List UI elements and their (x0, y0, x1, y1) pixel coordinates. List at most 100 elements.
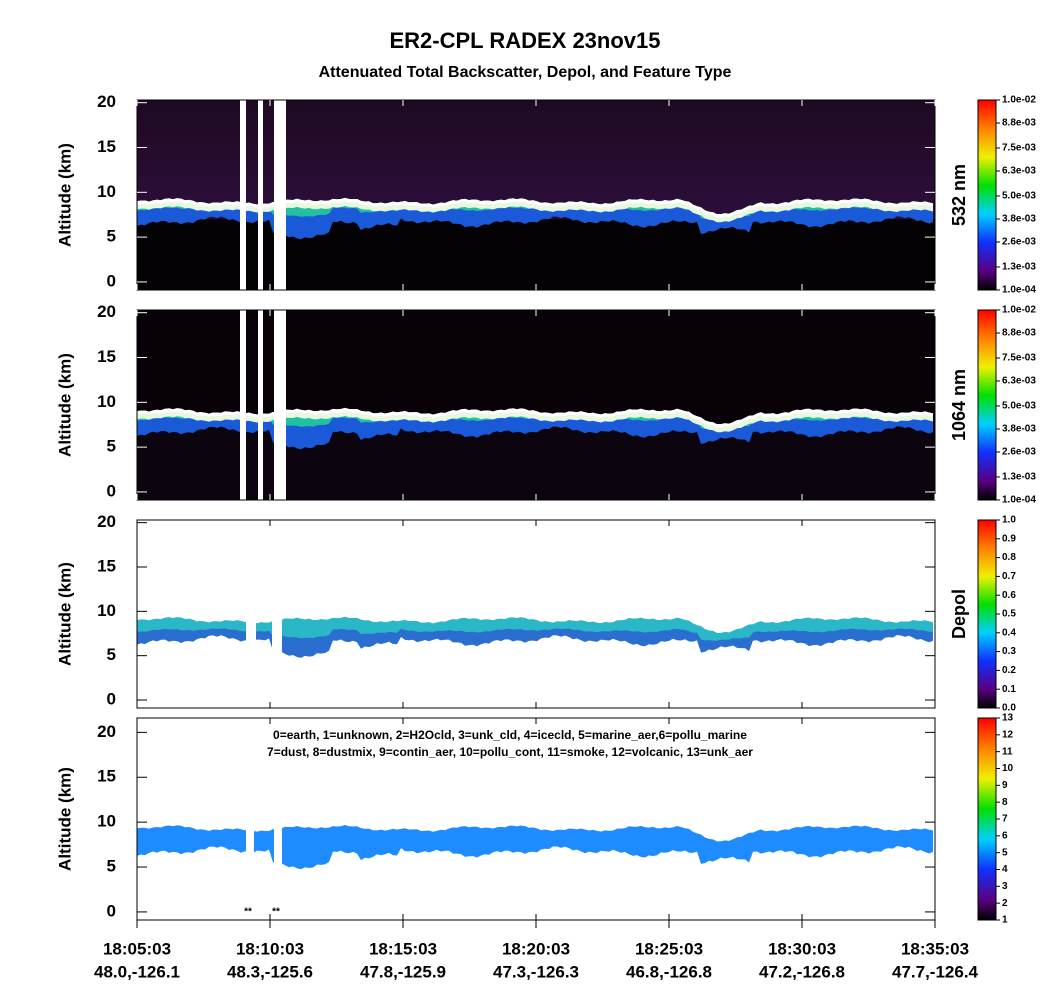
cloud-top (137, 407, 933, 433)
y-tick-label: 10 (97, 601, 116, 620)
x-tick-label: 18:25:03 (635, 939, 703, 958)
colorbar-tick-label: 2.6e-03 (1002, 237, 1036, 248)
annotation: 7=dust, 8=dustmix, 9=contin_aer, 10=poll… (267, 745, 753, 759)
y-axis-label: Altitude (km) (55, 767, 74, 871)
colorbar-tick-label: 0.9 (1002, 533, 1016, 544)
annotation: 0=earth, 1=unknown, 2=H2Ocld, 3=unk_cld,… (273, 728, 747, 742)
colorbar-tick-label: 8.8e-03 (1002, 328, 1036, 339)
y-tick-label: 10 (97, 812, 116, 831)
colorbar-tick-label: 0.1 (1002, 684, 1016, 695)
colorbar-tick-label: 6.3e-03 (1002, 376, 1036, 387)
y-tick-label: 0 (107, 481, 116, 500)
colorbar-tick-label: 0.5 (1002, 609, 1016, 620)
cloud-layer (137, 407, 933, 450)
panel: ** ** (137, 718, 933, 920)
colorbar (977, 519, 997, 709)
data-gap (258, 100, 263, 290)
x-tick-label: 18:20:03 (502, 939, 570, 958)
y-tick-label: 20 (97, 302, 116, 321)
y-tick-label: 20 (97, 512, 116, 531)
subtitle: Attenuated Total Backscatter, Depol, and… (319, 64, 732, 81)
x-tick-label: 18:05:03 (103, 939, 171, 958)
x-tick-label: 18:30:03 (768, 939, 836, 958)
data-gap (240, 310, 246, 500)
x-location-label: 48.0,-126.1 (94, 962, 180, 981)
colorbar-tick-label: 7.5e-03 (1002, 143, 1036, 154)
y-tick-label: 15 (97, 137, 116, 156)
colorbar-tick-label: 0.6 (1002, 590, 1016, 601)
panel (137, 310, 935, 500)
colorbar-tick-label: 11 (1002, 746, 1013, 757)
colorbar-tick-label: 1.0e-02 (1002, 95, 1036, 106)
y-tick-label: 0 (107, 271, 116, 290)
colorbar-tick-label: 8.8e-03 (1002, 118, 1036, 129)
plot-frame (136, 519, 936, 709)
surface-marker: ** (244, 907, 252, 918)
cloud-top (137, 407, 933, 428)
cloud-top (137, 197, 933, 223)
colorbar-tick-label: 0.8 (1002, 552, 1016, 563)
y-tick-label: 15 (97, 347, 116, 366)
data-gap (246, 520, 256, 708)
colorbar-label: Depol (949, 589, 969, 639)
y-tick-label: 15 (97, 556, 116, 575)
x-tick-label: 18:10:03 (236, 939, 304, 958)
colorbar (977, 717, 997, 921)
colorbar-label: 532 nm (949, 164, 969, 226)
y-tick-label: 5 (107, 227, 116, 246)
colorbar-tick-label: 6.3e-03 (1002, 166, 1036, 177)
colorbar-tick-label: 1.0 (1002, 515, 1016, 526)
y-tick-label: 20 (97, 92, 116, 111)
x-location-label: 47.8,-125.9 (360, 962, 446, 981)
colorbar-tick-label: 5 (1002, 847, 1008, 858)
title: ER2-CPL RADEX 23nov15 (389, 28, 660, 53)
panel (137, 520, 933, 708)
colorbar-tick-label: 1.3e-03 (1002, 262, 1036, 273)
colorbar-tick-label: 1.0e-02 (1002, 305, 1036, 316)
colorbar-tick-label: 3 (1002, 881, 1008, 892)
colorbar-tick-label: 8 (1002, 797, 1008, 808)
data-gap (274, 310, 286, 500)
data-gap (240, 100, 246, 290)
data-gap (272, 520, 282, 708)
cloud-top (137, 197, 933, 218)
colorbar-tick-label: 10 (1002, 763, 1014, 774)
x-tick-label: 18:35:03 (901, 939, 969, 958)
y-tick-label: 5 (107, 645, 116, 664)
x-tick-label: 18:15:03 (369, 939, 437, 958)
x-location-label: 47.3,-126.3 (493, 962, 579, 981)
low-signal (137, 429, 935, 500)
colorbar-tick-label: 1.3e-03 (1002, 472, 1036, 483)
y-tick-label: 10 (97, 182, 116, 201)
colorbar-tick-label: 13 (1002, 713, 1014, 724)
colorbar-tick-label: 2.6e-03 (1002, 447, 1036, 458)
y-axis-label: Altitude (km) (55, 562, 74, 666)
y-tick-label: 0 (107, 690, 116, 709)
colorbar-label: 1064 nm (949, 369, 969, 441)
colorbar-tick-label: 4 (1002, 864, 1008, 875)
colorbar-tick-label: 1 (1002, 915, 1008, 926)
colorbar-tick-label: 5.0e-03 (1002, 191, 1036, 202)
colorbar-tick-label: 3.8e-03 (1002, 214, 1036, 225)
x-location-label: 48.3,-125.6 (227, 962, 313, 981)
colorbar-tick-label: 9 (1002, 780, 1008, 791)
y-tick-label: 20 (97, 722, 116, 741)
colorbar-tick-label: 0.3 (1002, 646, 1016, 657)
data-gap (258, 310, 263, 500)
surface-marker: ** (272, 907, 280, 918)
colorbar-tick-label: 3.8e-03 (1002, 424, 1036, 435)
low-signal (137, 219, 935, 290)
feature-layer (137, 825, 933, 870)
colorbar-tick-label: 0.2 (1002, 665, 1016, 676)
y-tick-label: 15 (97, 767, 116, 786)
colorbar-tick-label: 6 (1002, 830, 1008, 841)
y-tick-label: 0 (107, 901, 116, 920)
colorbar-tick-label: 1.0e-04 (1002, 495, 1036, 506)
colorbar-tick-label: 2 (1002, 898, 1008, 909)
x-location-label: 46.8,-126.8 (626, 962, 712, 981)
cloud-layer (137, 197, 933, 240)
data-gap (274, 718, 282, 920)
data-gap (246, 718, 254, 920)
colorbar-tick-label: 0.4 (1002, 627, 1016, 638)
